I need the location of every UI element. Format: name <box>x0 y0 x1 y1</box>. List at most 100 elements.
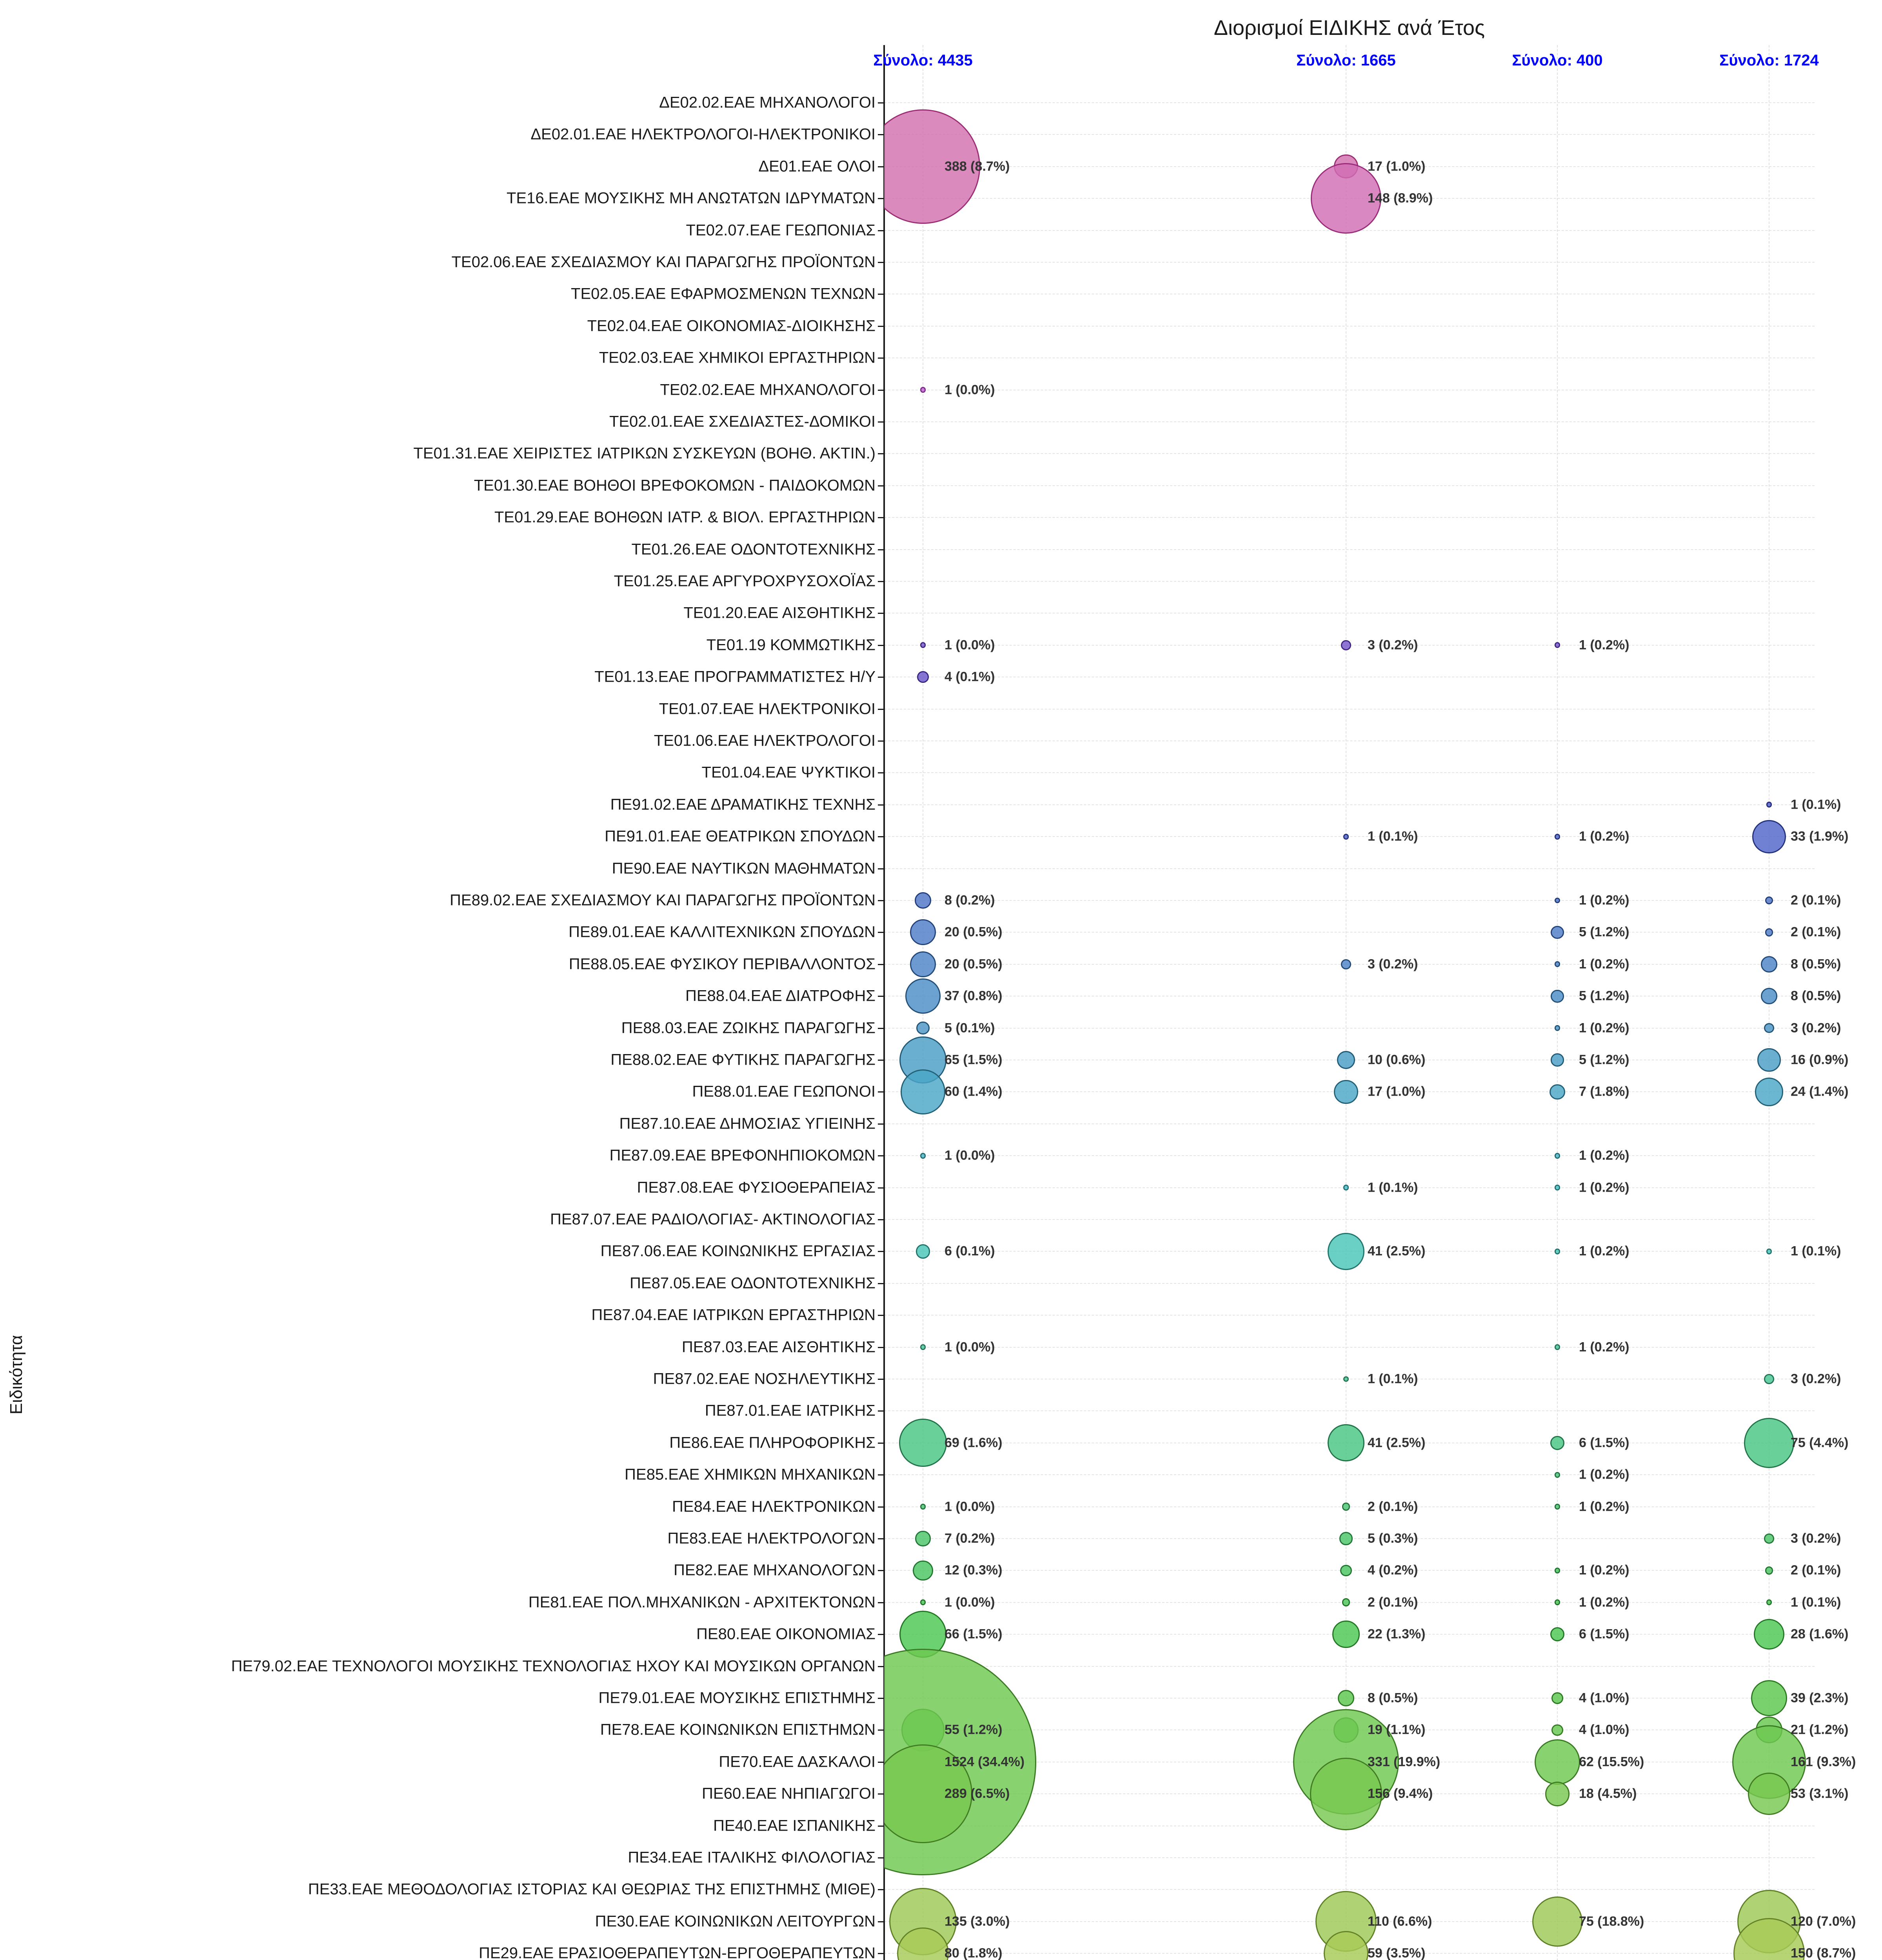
y-axis-category-label: ΤΕ02.06.ΕΑΕ ΣΧΕΔΙΑΣΜΟΥ ΚΑΙ ΠΑΡΑΓΩΓΗΣ ΠΡΟ… <box>451 253 876 271</box>
y-tick <box>878 1953 884 1955</box>
y-axis-category-label: ΠΕ84.ΕΑΕ ΗΛΕΚΤΡΟΝΙΚΩΝ <box>672 1498 876 1515</box>
bubble <box>1765 928 1773 936</box>
bubble-value-label: 3 (0.2%) <box>1791 1531 1841 1546</box>
bubble-value-label: 5 (1.2%) <box>1579 1052 1629 1067</box>
bubble <box>1755 1078 1784 1106</box>
bubble-value-label: 66 (1.5%) <box>945 1626 1003 1642</box>
bubble-value-label: 1 (0.1%) <box>1791 797 1841 812</box>
bubble-value-label: 289 (6.5%) <box>945 1786 1010 1801</box>
y-axis-category-label: ΠΕ33.ΕΑΕ ΜΕΘΟΔΟΛΟΓΙΑΣ ΙΣΤΟΡΙΑΣ ΚΑΙ ΘΕΩΡΙ… <box>308 1880 876 1898</box>
bubble-value-label: 4 (1.0%) <box>1579 1690 1629 1706</box>
bubble-value-label: 39 (2.3%) <box>1791 1690 1849 1706</box>
y-axis-category-label: ΠΕ40.ΕΑΕ ΙΣΠΑΝΙΚΗΣ <box>713 1817 876 1835</box>
y-axis-category-label: ΤΕ01.19 ΚΟΜΜΩΤΙΚΗΣ <box>706 636 876 654</box>
bubble <box>1748 1773 1790 1815</box>
y-tick <box>878 804 884 806</box>
bubble <box>910 919 936 946</box>
bubble-value-label: 2 (0.1%) <box>1368 1595 1418 1610</box>
bubble-value-label: 1 (0.2%) <box>1579 637 1629 653</box>
bubble-value-label: 8 (0.5%) <box>1791 956 1841 972</box>
bubble <box>1554 1185 1560 1191</box>
bubble <box>1340 1564 1352 1577</box>
bubble <box>1766 1249 1772 1254</box>
bubble <box>1341 640 1351 650</box>
bubble <box>1554 1249 1560 1254</box>
bubble-value-label: 1 (0.0%) <box>945 1148 995 1163</box>
bubble <box>1554 1025 1560 1031</box>
bubble-value-label: 75 (4.4%) <box>1791 1435 1849 1450</box>
bubble <box>920 642 926 648</box>
bubble <box>915 1531 931 1546</box>
bubble-value-label: 62 (15.5%) <box>1579 1754 1644 1769</box>
y-axis-category-label: ΠΕ87.03.ΕΑΕ ΑΙΣΘΗΤΙΚΗΣ <box>681 1338 876 1356</box>
bubble <box>920 1504 926 1510</box>
bubble-value-label: 8 (0.5%) <box>1368 1690 1418 1706</box>
row-gridline <box>884 325 1815 327</box>
bubble-value-label: 16 (0.9%) <box>1791 1052 1849 1067</box>
bubble <box>905 978 941 1014</box>
bubble <box>1764 1374 1774 1384</box>
y-tick <box>878 485 884 486</box>
y-axis-category-label: ΤΕ01.30.ΕΑΕ ΒΟΗΘΟΙ ΒΡΕΦΟΚΟΜΩΝ - ΠΑΙΔΟΚΟΜ… <box>474 477 876 494</box>
bubble <box>1551 1692 1563 1704</box>
bubble <box>1766 1599 1772 1606</box>
y-axis-category-label: ΠΕ89.02.ΕΑΕ ΣΧΕΔΙΑΣΜΟΥ ΚΑΙ ΠΑΡΑΓΩΓΗΣ ΠΡΟ… <box>450 891 876 909</box>
bubble-value-label: 1 (0.2%) <box>1579 829 1629 844</box>
bubble-value-label: 1 (0.2%) <box>1579 1180 1629 1195</box>
bubble-value-label: 19 (1.1%) <box>1368 1722 1426 1737</box>
bubble <box>1343 1376 1349 1382</box>
y-tick <box>878 134 884 136</box>
row-gridline <box>884 1123 1815 1124</box>
bubble-value-label: 3 (0.2%) <box>1791 1020 1841 1036</box>
y-axis-category-label: ΤΕ02.05.ΕΑΕ ΕΦΑΡΜΟΣΜΕΝΩΝ ΤΕΧΝΩΝ <box>571 285 876 303</box>
bubble-value-label: 1 (0.2%) <box>1579 1243 1629 1259</box>
row-gridline <box>884 1889 1815 1890</box>
bubble-value-label: 33 (1.9%) <box>1791 829 1849 844</box>
bubble-value-label: 17 (1.0%) <box>1368 1084 1426 1099</box>
row-gridline <box>884 1155 1815 1156</box>
row-gridline <box>884 1857 1815 1858</box>
y-axis-category-label: ΠΕ86.ΕΑΕ ΠΛΗΡΟΦΟΡΙΚΗΣ <box>669 1434 876 1452</box>
bubble-value-label: 1 (0.0%) <box>945 1499 995 1514</box>
row-gridline <box>884 453 1815 454</box>
y-axis-category-label: ΤΕ01.06.ΕΑΕ ΗΛΕΚΤΡΟΛΟΓΟΙ <box>654 732 876 750</box>
bubble <box>917 671 929 683</box>
y-tick <box>878 1825 884 1827</box>
bubble-value-label: 41 (2.5%) <box>1368 1243 1426 1259</box>
row-gridline <box>884 708 1815 710</box>
bubble <box>920 1152 926 1159</box>
bubble-value-label: 17 (1.0%) <box>1368 159 1426 174</box>
y-axis-category-label: ΠΕ34.ΕΑΕ ΙΤΑΛΙΚΗΣ ΦΙΛΟΛΟΓΙΑΣ <box>628 1849 876 1866</box>
y-tick <box>878 325 884 327</box>
bubble <box>900 1069 946 1114</box>
bubble <box>1551 989 1564 1003</box>
y-axis-category-label: ΠΕ81.ΕΑΕ ΠΟΛ.ΜΗΧΑΝΙΚΩΝ - ΑΡΧΙΤΕΚΤΟΝΩΝ <box>528 1593 876 1611</box>
bubble <box>916 1022 930 1035</box>
bubble-value-label: 331 (19.9%) <box>1368 1754 1441 1769</box>
y-tick <box>878 358 884 359</box>
column-total-label: Σύνολο: 400 <box>1512 52 1603 69</box>
bubble <box>920 1344 926 1350</box>
bubble <box>1761 988 1777 1005</box>
bubble-value-label: 1 (0.1%) <box>1368 1371 1418 1387</box>
bubble-value-label: 24 (1.4%) <box>1791 1084 1849 1099</box>
row-gridline <box>884 485 1815 486</box>
bubble-value-label: 148 (8.9%) <box>1368 191 1433 206</box>
bubble-value-label: 12 (0.3%) <box>945 1563 1003 1578</box>
bubble <box>1554 961 1560 967</box>
row-gridline <box>884 262 1815 263</box>
y-tick <box>878 198 884 200</box>
y-tick <box>878 166 884 167</box>
y-tick <box>878 453 884 455</box>
bubble-value-label: 135 (3.0%) <box>945 1914 1010 1929</box>
bubble <box>1550 1084 1565 1100</box>
bubble <box>1327 1424 1365 1462</box>
y-axis-category-label: ΤΕ02.04.ΕΑΕ ΟΙΚΟΝΟΜΙΑΣ-ΔΙΟΙΚΗΣΗΣ <box>587 317 876 335</box>
row-gridline <box>884 1187 1815 1188</box>
y-tick <box>878 836 884 838</box>
column-total-label: Σύνολο: 1724 <box>1719 52 1819 69</box>
y-axis-category-label: ΠΕ88.05.ΕΑΕ ΦΥΣΙΚΟΥ ΠΕΡΙΒΑΛΛΟΝΤΟΣ <box>569 955 876 973</box>
bubble <box>1341 959 1351 969</box>
row-gridline <box>884 517 1815 518</box>
bubble-value-label: 65 (1.5%) <box>945 1052 1003 1067</box>
